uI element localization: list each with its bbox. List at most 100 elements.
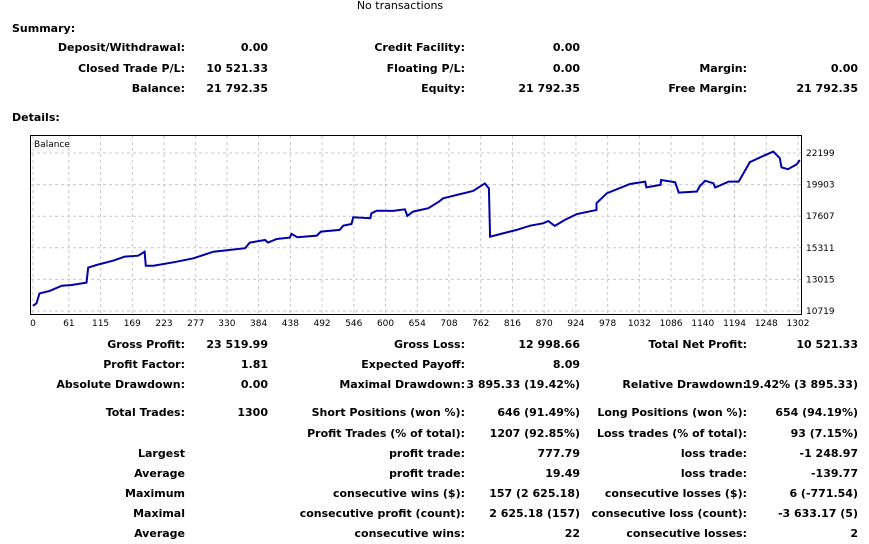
chart-legend: Balance bbox=[34, 140, 70, 150]
field-label: loss trade: bbox=[680, 447, 747, 460]
field-label: consecutive losses: bbox=[626, 527, 747, 540]
x-tick-label: 384 bbox=[250, 319, 267, 329]
field-value: 0.00 bbox=[552, 41, 580, 54]
field-label: Profit Trades (% of total): bbox=[307, 427, 465, 440]
field-label: Balance: bbox=[131, 82, 185, 95]
field-label: Equity: bbox=[421, 82, 465, 95]
field-label: Closed Trade P/L: bbox=[78, 62, 185, 75]
field-value: 2 bbox=[850, 527, 858, 540]
field-label: loss trade: bbox=[680, 467, 747, 480]
field-value: 93 (7.15%) bbox=[790, 427, 858, 440]
x-tick-label: 169 bbox=[124, 319, 141, 329]
field-label: consecutive wins ($): bbox=[332, 487, 465, 500]
field-value: 1300 bbox=[237, 406, 268, 419]
field-value: 10 521.33 bbox=[206, 62, 268, 75]
field-label: Floating P/L: bbox=[386, 62, 465, 75]
field-label: Loss trades (% of total): bbox=[596, 427, 747, 440]
field-value: 10 521.33 bbox=[796, 338, 858, 351]
field-label: Maximum bbox=[125, 487, 185, 500]
x-tick-label: 978 bbox=[599, 319, 616, 329]
field-value: -1 248.97 bbox=[799, 447, 859, 460]
field-value: 19.42% (3 895.33) bbox=[744, 378, 858, 391]
y-tick-label: 22199 bbox=[806, 149, 835, 159]
field-label: Total Net Profit: bbox=[648, 338, 748, 351]
field-value: 21 792.35 bbox=[518, 82, 580, 95]
field-label: Profit Factor: bbox=[103, 358, 185, 371]
field-label: Gross Profit: bbox=[107, 338, 185, 351]
field-value: -3 633.17 (5) bbox=[777, 507, 858, 520]
field-label: Expected Payoff: bbox=[361, 358, 465, 371]
field-label: Average bbox=[134, 527, 185, 540]
field-label: Largest bbox=[138, 447, 185, 460]
field-value: 157 (2 625.18) bbox=[489, 487, 580, 500]
field-label: Deposit/Withdrawal: bbox=[57, 41, 185, 54]
field-value: 646 (91.49%) bbox=[497, 406, 580, 419]
field-value: 3 895.33 (19.42%) bbox=[466, 378, 580, 391]
x-tick-label: 330 bbox=[218, 319, 235, 329]
field-label: profit trade: bbox=[389, 447, 465, 460]
x-tick-label: 1194 bbox=[723, 319, 746, 329]
x-tick-label: 1248 bbox=[755, 319, 778, 329]
y-tick-label: 13015 bbox=[806, 275, 835, 285]
x-tick-label: 277 bbox=[187, 319, 204, 329]
field-label: consecutive profit (count): bbox=[299, 507, 465, 520]
field-value: 21 792.35 bbox=[206, 82, 268, 95]
field-label: Margin: bbox=[699, 62, 747, 75]
field-label: Credit Facility: bbox=[374, 41, 465, 54]
x-tick-label: 546 bbox=[345, 319, 362, 329]
x-tick-label: 1086 bbox=[660, 319, 683, 329]
field-value: 777.79 bbox=[537, 447, 580, 460]
x-tick-label: 0 bbox=[30, 319, 36, 329]
field-value: 12 998.66 bbox=[518, 338, 580, 351]
field-value: -139.77 bbox=[810, 467, 858, 480]
x-tick-label: 1302 bbox=[787, 319, 810, 329]
field-value: 0.00 bbox=[830, 62, 858, 75]
summary-title: Summary: bbox=[12, 22, 76, 35]
field-value: 1.81 bbox=[240, 358, 268, 371]
x-tick-label: 816 bbox=[504, 319, 521, 329]
details-title: Details: bbox=[12, 111, 60, 124]
x-tick-label: 1140 bbox=[691, 319, 714, 329]
x-tick-label: 223 bbox=[155, 319, 172, 329]
y-tick-label: 10719 bbox=[806, 307, 835, 317]
field-value: 0.00 bbox=[240, 378, 268, 391]
field-label: Maximal bbox=[133, 507, 185, 520]
field-label: consecutive losses ($): bbox=[604, 487, 747, 500]
field-value: 21 792.35 bbox=[796, 82, 858, 95]
x-tick-label: 708 bbox=[440, 319, 457, 329]
field-value: 8.09 bbox=[552, 358, 580, 371]
x-tick-label: 492 bbox=[313, 319, 330, 329]
no-transactions-text: No transactions bbox=[356, 0, 444, 12]
field-value: 0.00 bbox=[240, 41, 268, 54]
field-value: 19.49 bbox=[545, 467, 580, 480]
field-label: Free Margin: bbox=[668, 82, 747, 95]
field-value: 6 (-771.54) bbox=[789, 487, 858, 500]
field-value: 23 519.99 bbox=[206, 338, 268, 351]
field-value: 654 (94.19%) bbox=[775, 406, 858, 419]
balance-chart: Balance 0 61 115 169 223 277 330 384 438 492 546 60… bbox=[30, 135, 835, 329]
field-label: Total Trades: bbox=[105, 406, 185, 419]
x-tick-label: 870 bbox=[536, 319, 553, 329]
field-value: 0.00 bbox=[552, 62, 580, 75]
y-tick-label: 19903 bbox=[806, 181, 835, 191]
plot-area bbox=[30, 135, 802, 315]
x-tick-label: 654 bbox=[409, 319, 426, 329]
field-label: profit trade: bbox=[389, 467, 465, 480]
balance-line bbox=[32, 150, 801, 307]
field-label: Average bbox=[134, 467, 185, 480]
field-label: Long Positions (won %): bbox=[597, 406, 747, 419]
x-tick-label: 438 bbox=[282, 319, 299, 329]
x-tick-label: 115 bbox=[92, 319, 109, 329]
field-label: consecutive loss (count): bbox=[591, 507, 747, 520]
x-tick-label: 61 bbox=[63, 319, 74, 329]
field-label: Gross Loss: bbox=[394, 338, 465, 351]
field-label: consecutive wins: bbox=[354, 527, 465, 540]
y-tick-label: 17607 bbox=[806, 212, 835, 222]
field-label: Absolute Drawdown: bbox=[56, 378, 185, 391]
x-tick-label: 600 bbox=[377, 319, 394, 329]
x-tick-label: 762 bbox=[472, 319, 489, 329]
field-label: Relative Drawdown: bbox=[622, 378, 747, 391]
field-value: 2 625.18 (157) bbox=[489, 507, 580, 520]
x-tick-label: 1032 bbox=[628, 319, 651, 329]
field-value: 1207 (92.85%) bbox=[489, 427, 580, 440]
